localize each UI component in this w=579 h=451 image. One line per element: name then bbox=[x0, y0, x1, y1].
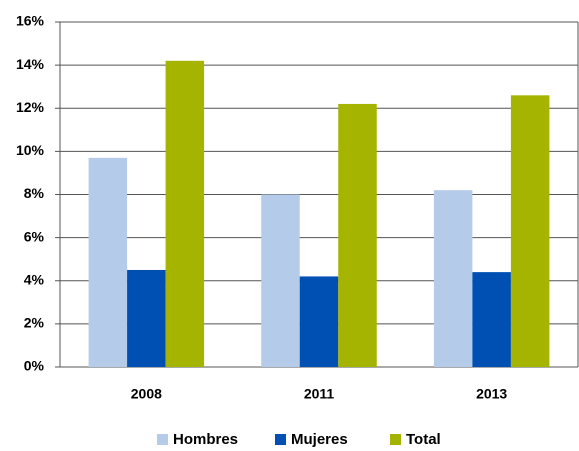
y-tick-label: 12% bbox=[16, 99, 45, 115]
legend-label: Total bbox=[406, 431, 441, 448]
bar bbox=[472, 272, 511, 367]
bar bbox=[88, 157, 128, 367]
y-tick-label: 6% bbox=[24, 228, 45, 244]
x-tick-label: 2008 bbox=[131, 386, 162, 402]
y-tick-label: 8% bbox=[24, 185, 45, 201]
y-tick-label: 14% bbox=[16, 56, 45, 72]
bar bbox=[261, 194, 300, 367]
legend-swatch bbox=[157, 434, 168, 445]
legend-swatch bbox=[275, 434, 286, 445]
legend-label: Mujeres bbox=[291, 431, 348, 448]
bar bbox=[127, 269, 166, 367]
y-tick-label: 16% bbox=[16, 13, 45, 29]
bar bbox=[510, 95, 550, 367]
y-tick-label: 2% bbox=[24, 315, 45, 331]
x-tick-label: 2013 bbox=[476, 386, 507, 402]
bar bbox=[338, 103, 377, 367]
y-tick-label: 4% bbox=[24, 271, 45, 287]
bar bbox=[433, 190, 473, 367]
y-tick-label: 10% bbox=[16, 142, 45, 158]
legend-swatch bbox=[390, 434, 401, 445]
x-tick-label: 2011 bbox=[304, 386, 335, 402]
legend-label: Hombres bbox=[173, 431, 238, 448]
bar bbox=[165, 60, 205, 367]
y-tick-label: 0% bbox=[24, 358, 45, 374]
bar bbox=[299, 276, 339, 367]
